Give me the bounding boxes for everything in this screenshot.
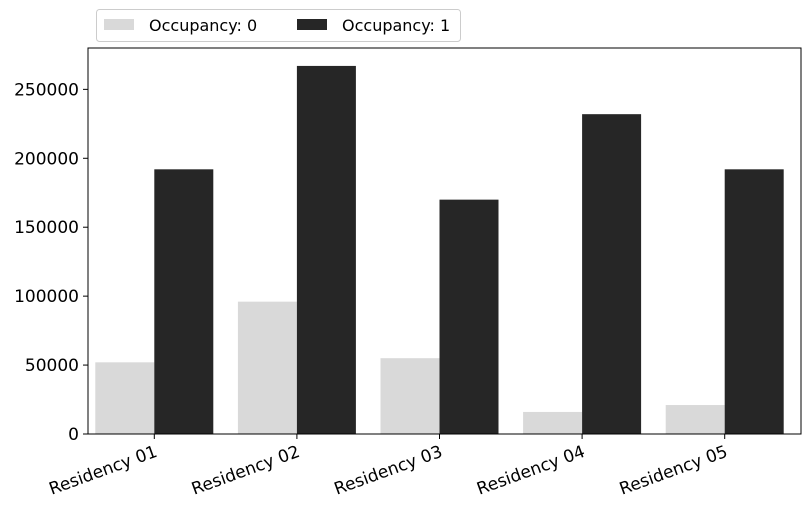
x-tick-label: Residency 03 (332, 442, 446, 500)
x-tick-label: Residency 02 (189, 442, 303, 500)
x-tick-label: Residency 04 (474, 442, 588, 500)
legend: Occupancy: 0 Occupancy: 1 (96, 9, 461, 42)
bar-occupancy-0-2 (237, 301, 297, 434)
bar-occupancy-1-5 (724, 169, 784, 435)
bar-occupancy-1-3 (439, 199, 499, 434)
bar-occupancy-0-1 (95, 362, 155, 434)
bar-occupancy-1-2 (296, 65, 356, 435)
y-tick-label: 50000 (25, 356, 79, 376)
x-tick-label: Residency 01 (46, 442, 160, 500)
legend-swatch-occupancy-0 (104, 19, 134, 30)
x-axis: Residency 01 Residency 02 Residency 03 Resi… (46, 434, 730, 500)
legend-swatch-occupancy-1 (297, 19, 327, 30)
y-axis: 0 50000 100000 150000 200000 250000 (14, 80, 88, 445)
bar-occupancy-0-4 (523, 411, 583, 434)
bars-group (95, 65, 784, 435)
y-tick-label: 250000 (14, 80, 79, 100)
y-tick-label: 0 (68, 425, 79, 445)
legend-label-occupancy-0: Occupancy: 0 (149, 16, 257, 35)
bar-occupancy-0-5 (665, 405, 725, 434)
bar-occupancy-1-4 (582, 114, 642, 435)
legend-label-occupancy-1: Occupancy: 1 (342, 16, 450, 35)
legend-box (96, 9, 461, 42)
y-tick-label: 150000 (14, 218, 79, 238)
x-tick-label: Residency 05 (617, 442, 731, 500)
y-tick-label: 200000 (14, 149, 79, 169)
y-tick-label: 100000 (14, 287, 79, 307)
bar-occupancy-1-1 (154, 169, 214, 435)
plot-frame (87, 47, 802, 435)
bar-occupancy-0-3 (380, 358, 440, 434)
